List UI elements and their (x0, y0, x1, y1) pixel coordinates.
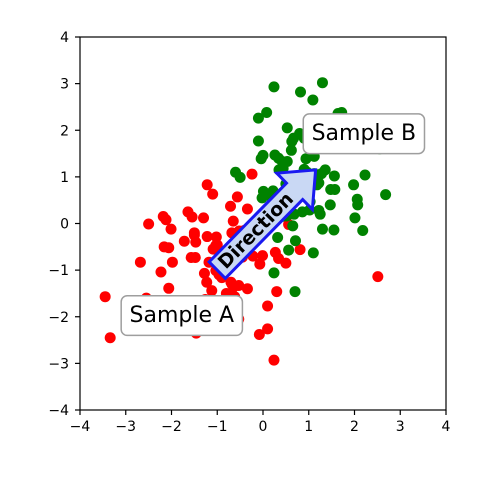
y-tick-label: −2 (48, 310, 69, 326)
data-point (372, 271, 383, 282)
data-point (163, 242, 174, 253)
data-point (262, 301, 273, 312)
data-point (313, 205, 324, 216)
data-point (282, 122, 293, 133)
data-point (307, 94, 318, 105)
data-point (202, 179, 213, 190)
data-point (256, 153, 267, 164)
data-point (232, 191, 243, 202)
data-point (283, 245, 294, 256)
data-point (325, 199, 336, 210)
data-point (329, 170, 340, 181)
data-point (317, 77, 328, 88)
data-point (301, 153, 312, 164)
y-tick-label: 1 (60, 170, 69, 186)
data-point (348, 179, 359, 190)
data-point (253, 113, 264, 124)
data-point (262, 323, 273, 334)
data-point (272, 232, 283, 243)
y-tick-label: −3 (48, 356, 69, 372)
data-point (247, 169, 258, 180)
data-point (143, 218, 154, 229)
data-point (352, 199, 363, 210)
data-point (242, 204, 253, 215)
data-point (202, 231, 213, 242)
data-point (268, 355, 279, 366)
data-point (270, 247, 281, 258)
x-tick-label: 3 (396, 419, 405, 435)
x-tick-label: 4 (442, 419, 451, 435)
data-point (349, 212, 360, 223)
annotation-sample-a-label: Sample A (130, 303, 235, 328)
x-tick-label: −2 (161, 419, 182, 435)
data-point (158, 211, 169, 222)
scatter-chart: Direction−4−3−2−101234−4−3−2−101234Sampl… (0, 0, 500, 500)
data-point (290, 235, 301, 246)
data-point (308, 247, 319, 258)
data-point (167, 257, 178, 268)
data-point (166, 224, 177, 235)
data-point (155, 266, 166, 277)
data-point (198, 212, 209, 223)
data-point (163, 283, 174, 294)
data-point (179, 236, 190, 247)
data-point (268, 81, 279, 92)
data-point (186, 252, 197, 263)
data-point (105, 332, 116, 343)
data-point (320, 164, 331, 175)
x-tick-label: 2 (350, 419, 359, 435)
data-point (286, 136, 297, 147)
y-tick-label: −1 (48, 263, 69, 279)
data-point (228, 216, 239, 227)
data-point (295, 87, 306, 98)
data-point (317, 224, 328, 235)
x-tick-label: −4 (70, 419, 91, 435)
y-tick-label: 2 (60, 123, 69, 139)
data-point (257, 250, 268, 261)
x-tick-label: 0 (259, 419, 268, 435)
data-point (271, 286, 282, 297)
data-point (230, 167, 241, 178)
data-point (190, 237, 201, 248)
data-point (357, 225, 368, 236)
data-point (135, 257, 146, 268)
x-tick-label: 1 (304, 419, 313, 435)
y-tick-label: −4 (48, 403, 69, 419)
data-point (329, 184, 340, 195)
y-tick-label: 3 (60, 77, 69, 93)
data-point (206, 285, 217, 296)
data-point (189, 227, 200, 238)
data-point (328, 225, 339, 236)
data-point (380, 189, 391, 200)
annotation-sample-b-label: Sample B (312, 121, 417, 146)
y-tick-label: 0 (60, 217, 69, 233)
data-point (360, 170, 371, 181)
data-point (290, 286, 301, 297)
data-point (287, 220, 298, 231)
data-point (199, 268, 210, 279)
x-tick-label: −3 (115, 419, 136, 435)
x-tick-label: −1 (207, 419, 228, 435)
data-point (225, 201, 236, 212)
data-point (242, 283, 253, 294)
y-tick-label: 4 (60, 30, 69, 46)
data-point (253, 135, 264, 146)
data-point (187, 211, 198, 222)
data-point (100, 291, 111, 302)
data-point (207, 189, 218, 200)
data-point (269, 149, 280, 160)
data-point (268, 267, 279, 278)
